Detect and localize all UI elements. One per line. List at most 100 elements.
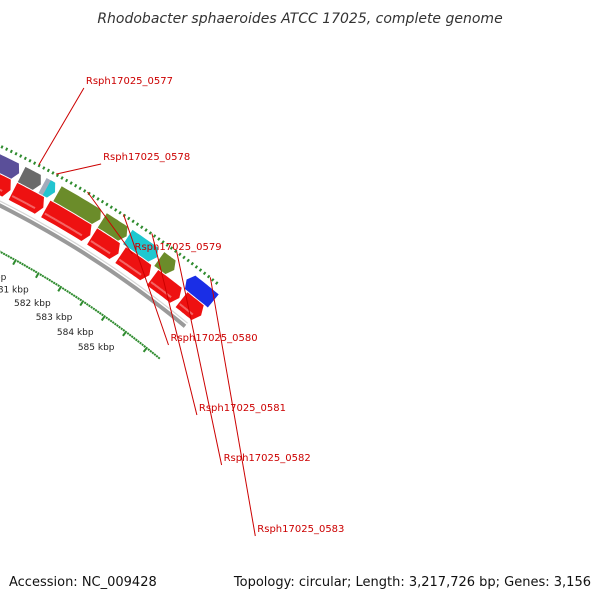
outer-ring-tick [215,281,219,285]
scale-label: 582 kbp [14,299,51,309]
scale-tick [27,266,31,270]
outer-ring-tick [169,246,174,250]
outer-ring-tick [42,166,46,170]
gene-arrow [53,186,101,224]
scale-tick [30,267,33,271]
scale-tick [7,255,10,258]
outer-ring-tick [60,176,64,180]
outer-ring-tick [74,183,78,188]
scale-tick [134,338,138,342]
cds-arrow [147,270,182,303]
scale-tick [52,281,56,285]
scale-label: 580 kbp [0,273,7,283]
outer-ring-tick [202,271,207,276]
outer-ring-tick [28,158,32,163]
scale-tick [155,354,159,358]
label-leader-line [209,277,256,537]
label-leader-line [123,214,169,346]
scale-tick [79,298,83,302]
scale-tick [122,328,126,332]
outer-ring-tick [14,151,18,156]
scale-label: 585 kbp [78,343,115,353]
outer-ring-tick [174,249,178,253]
scale-tick [143,344,147,348]
outer-ring-tick [65,178,69,183]
scale-tick [5,253,8,257]
scale-tick [57,285,63,292]
scale-tick [66,289,69,293]
outer-ring-tick [161,240,165,244]
cds-arrow [87,228,120,259]
cds-arrow [175,292,204,320]
outer-ring-tick [105,202,109,207]
outer-ring-tick [0,145,4,149]
cds-highlight [179,303,194,316]
outer-ring-tick [211,278,215,282]
cds-arrow [0,174,11,197]
outer-ring-tick [23,156,27,161]
gene-label: Rsph17025_0581 [199,403,286,414]
scale-tick [61,287,65,290]
gene-label: Rsph17025_0582 [224,453,311,464]
scale-tick [25,265,29,269]
gene-arrow [0,154,20,179]
scale-tick [11,257,15,261]
scale-tick [83,301,87,305]
cds-highlight [150,281,172,298]
scale-tick [63,288,67,292]
gene-arrow [184,275,219,308]
scale-tick [101,313,104,317]
scale-tick [46,277,49,281]
outer-ring-tick [118,210,122,215]
scale-tick [43,276,47,279]
scale-tick [55,282,58,286]
gene-label: Rsph17025_0578 [103,152,190,163]
scale-tick [9,256,13,260]
scale-tick [126,332,130,335]
cds-highlight [44,212,83,237]
scale-tick [77,297,80,300]
scale-tick [0,251,4,255]
outer-ring-tick [148,231,153,235]
gene-label: Rsph17025_0579 [135,242,222,253]
scale-tick [72,294,76,298]
outer-ring-tick [100,199,105,204]
outer-ring-tick [78,186,82,191]
outer-ring-tick [96,197,100,201]
outer-ring-tick [178,252,182,257]
outer-ring-tick [109,205,113,209]
outer-ring-tick [186,258,190,263]
outer-ring-tick [51,171,55,175]
outer-ring-tick [135,222,140,226]
scale-tick [137,340,140,343]
label-leader-line [176,251,223,466]
scale-tick [48,278,52,282]
genome-backbone [0,203,187,328]
scale-tick [151,351,155,355]
label-leader-line [38,87,85,166]
scale-tick [141,343,144,347]
scale-tick [23,264,27,267]
scale-tick [41,274,45,278]
scale-tick [68,291,72,295]
outer-ring-tick [55,173,60,178]
label-leader-line [87,191,133,255]
scale-tick [21,262,24,266]
scale-tick [118,325,121,329]
outer-ring-tick [83,189,87,193]
label-leader-line [55,163,102,175]
scale-tick [109,319,113,323]
genome-summary-text: Topology: circular; Length: 3,217,726 bp… [233,575,591,590]
outer-ring-tick [131,219,135,224]
scale-tick [57,284,61,288]
scale-tick [153,353,157,356]
scale-tick [18,261,22,265]
cds-arrow [41,200,92,241]
scale-tick [139,341,142,345]
outer-ring-tick [165,243,170,247]
scale-label: 583 kbp [36,313,73,323]
accession-text: Accession: NC_009428 [9,575,157,590]
genome-backbone-highlight [0,200,188,324]
outer-ring-tick [19,154,23,158]
scale-tick [85,303,89,306]
